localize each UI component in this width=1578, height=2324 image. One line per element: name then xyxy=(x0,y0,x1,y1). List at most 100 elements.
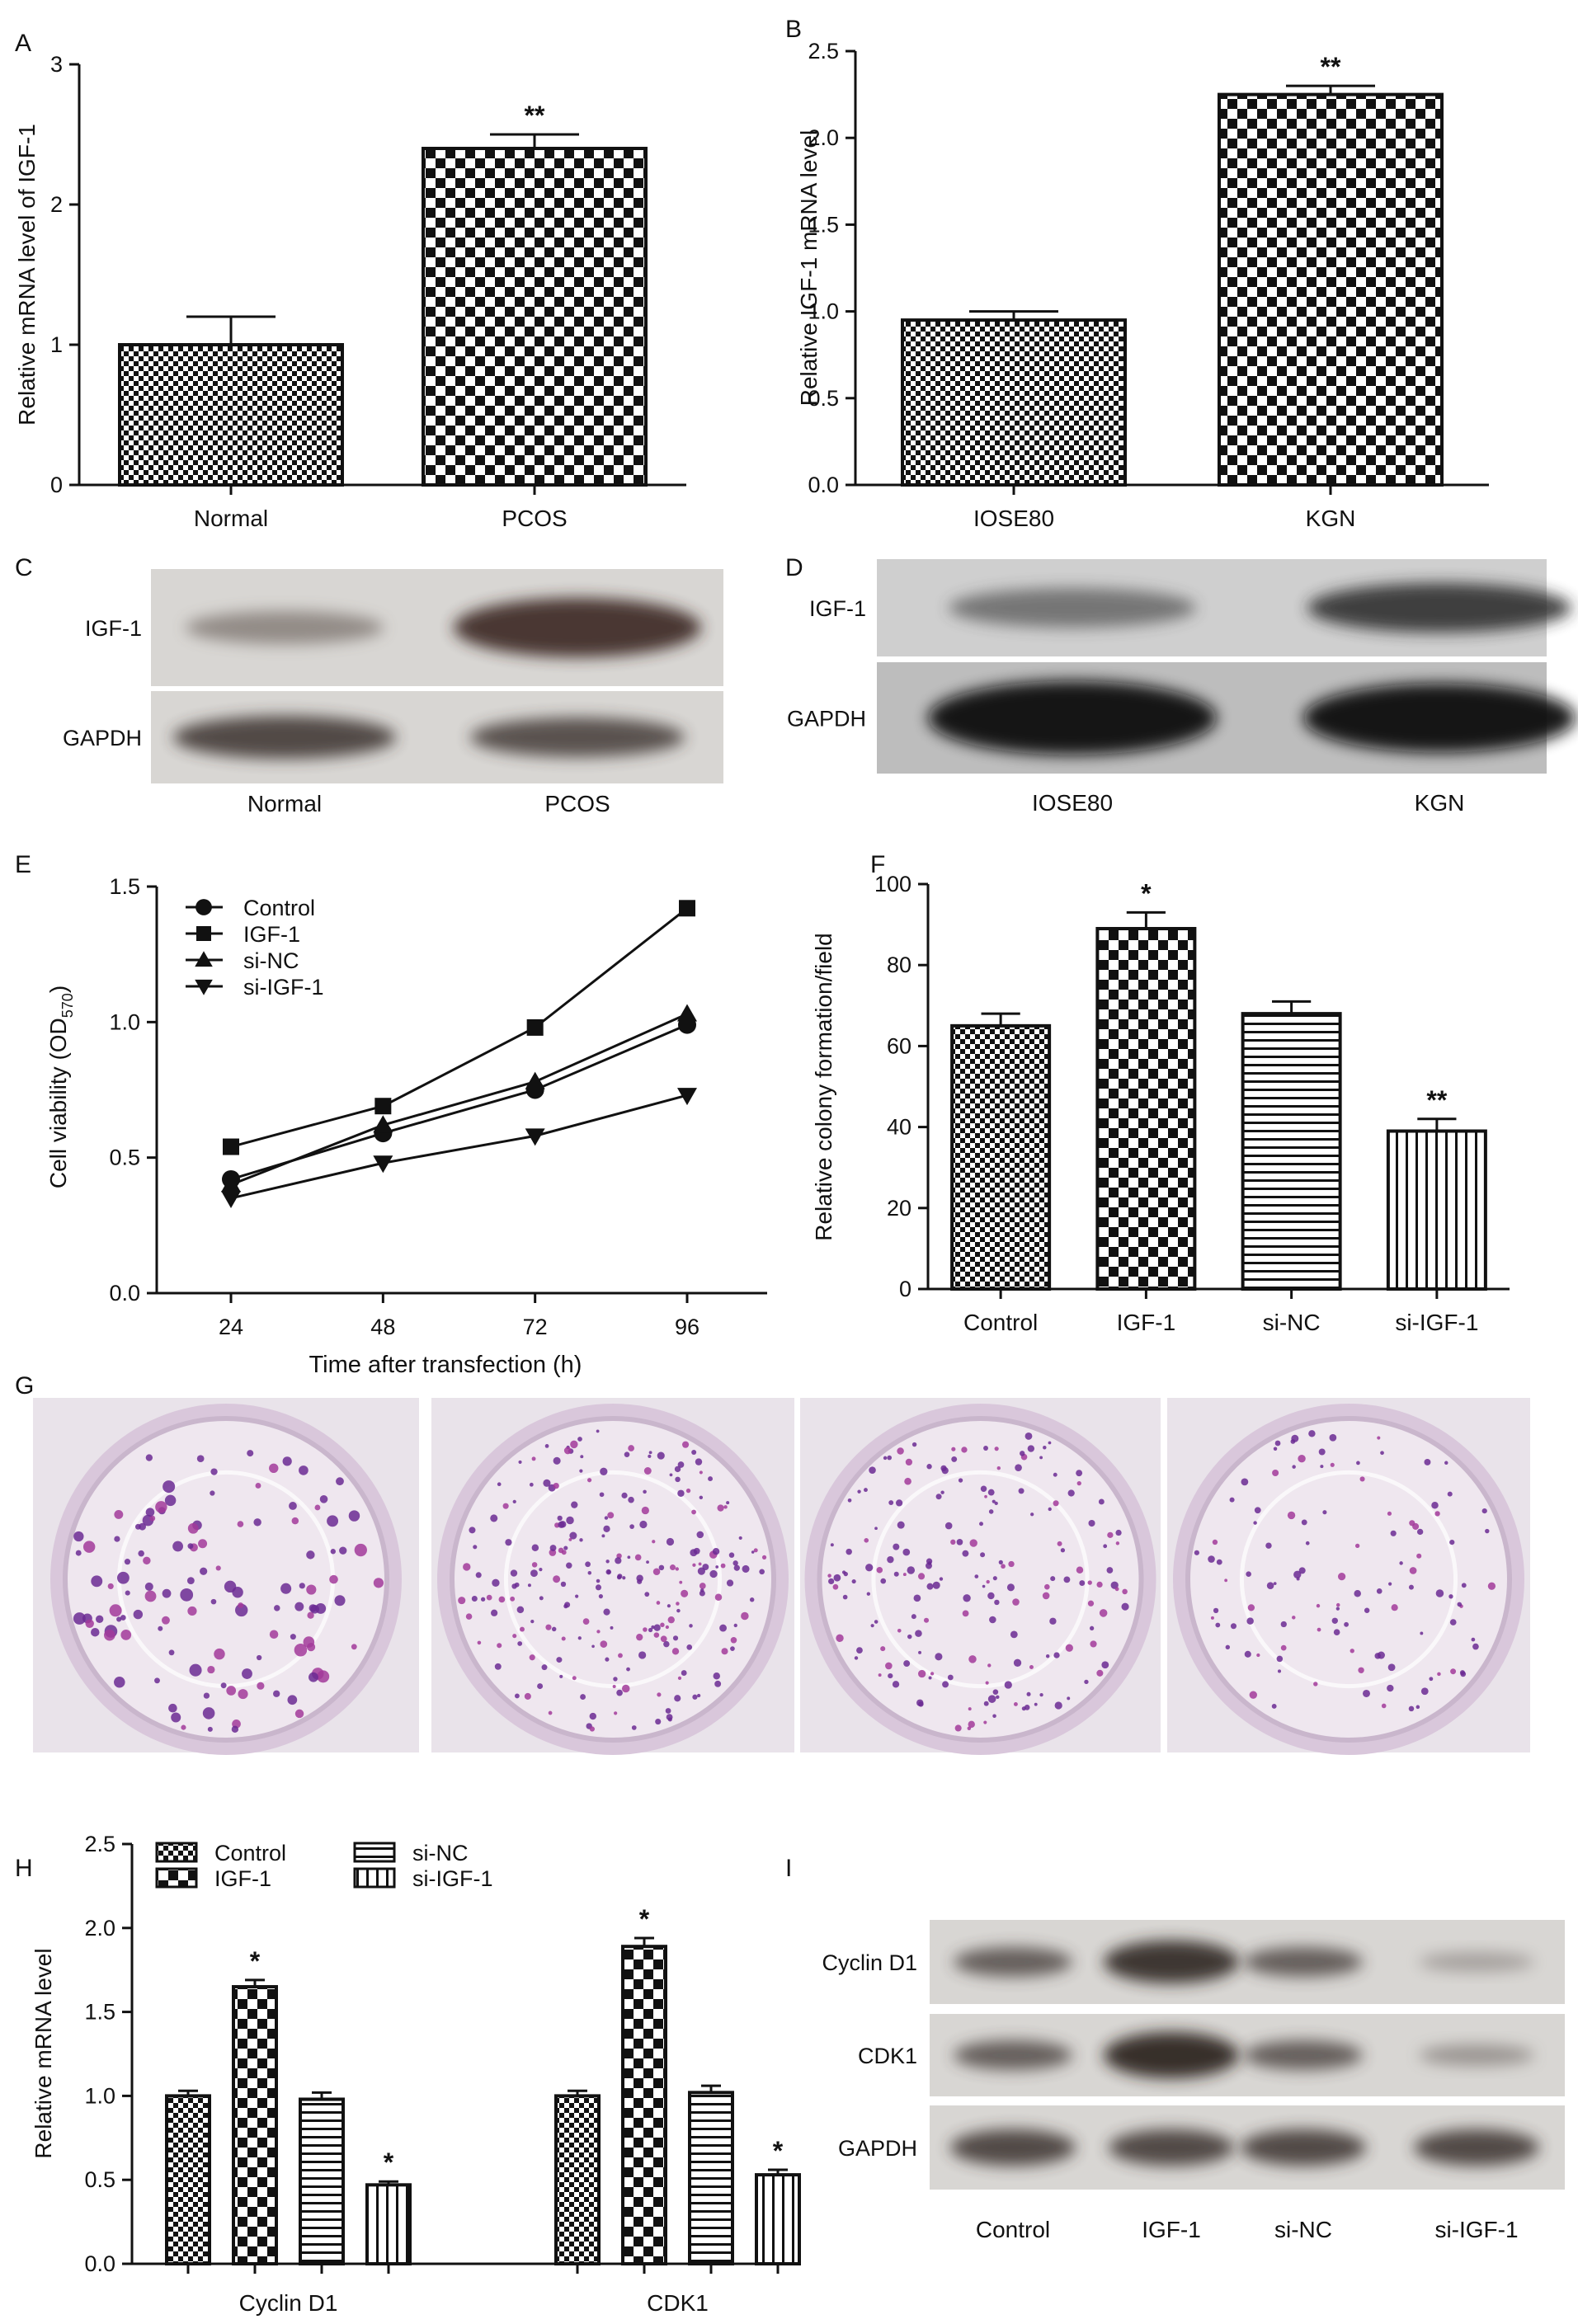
colony-dot xyxy=(171,1712,181,1723)
colony-dot xyxy=(897,1628,902,1633)
panel-letter-b: B xyxy=(785,16,802,43)
colony-dot xyxy=(697,1567,705,1575)
bar xyxy=(1095,927,1197,1291)
colony-dot xyxy=(329,1574,338,1584)
y-axis-label-main: Cell viability (OD xyxy=(45,1018,71,1188)
colony-dot xyxy=(918,1650,922,1654)
colony-dot xyxy=(203,1692,210,1699)
chart-f: 0 20 40 60 80 100 Control IGF-1 * si-NC si-IGF-1 **… xyxy=(811,872,1510,1335)
colony-dot xyxy=(163,1480,176,1494)
colony-dot xyxy=(1053,1472,1057,1477)
blot-row-label: GAPDH xyxy=(63,726,142,750)
colony-dot xyxy=(524,1692,531,1700)
colony-dot xyxy=(930,1672,935,1676)
colony-dot xyxy=(904,1477,911,1485)
colony-dot xyxy=(1060,1548,1066,1553)
colony-dot xyxy=(979,1522,983,1527)
colony-dot xyxy=(237,1521,244,1527)
colony-dot xyxy=(599,1492,605,1498)
colony-dot xyxy=(1437,1672,1441,1677)
colony-dot xyxy=(1045,1654,1050,1658)
y-tick-label: 1.0 xyxy=(84,2083,115,2108)
colony-dot xyxy=(571,1501,578,1508)
colony-dot xyxy=(531,1562,538,1568)
significance-mark: * xyxy=(384,2148,394,2177)
colony-dot xyxy=(733,1623,737,1628)
colony-dot xyxy=(1362,1689,1370,1697)
colony-dot xyxy=(1208,1555,1215,1563)
colony-dot xyxy=(892,1681,900,1688)
colony-dot xyxy=(1087,1580,1092,1585)
colony-dot xyxy=(954,1724,962,1732)
blot-band xyxy=(1414,2129,1539,2166)
colony-dot xyxy=(257,1682,265,1690)
bar xyxy=(901,318,1127,487)
colony-dot xyxy=(545,1624,552,1630)
colony-dot xyxy=(968,1655,977,1663)
colony-dot xyxy=(1331,1617,1338,1624)
x-tick-label: 96 xyxy=(675,1315,700,1339)
colony-dot xyxy=(968,1707,972,1711)
colony-dot xyxy=(939,1577,944,1581)
colony-dot xyxy=(114,1676,125,1688)
colony-dot xyxy=(1247,1604,1255,1611)
bar xyxy=(950,1023,1052,1291)
colony-dot xyxy=(1481,1508,1487,1514)
colony-dot xyxy=(529,1654,535,1661)
colony-dot xyxy=(1098,1498,1105,1505)
colony-dot xyxy=(605,1569,612,1575)
colony-dot xyxy=(145,1454,153,1461)
colony-dot xyxy=(589,1712,597,1720)
colony-dot xyxy=(699,1495,704,1500)
y-tick-label: 1.5 xyxy=(84,2000,115,2025)
colony-dot xyxy=(913,1594,921,1602)
blot-band xyxy=(1244,2040,1363,2070)
colony-dot xyxy=(1229,1497,1235,1503)
colony-dot xyxy=(1067,1696,1071,1701)
blot-lane-label: IOSE80 xyxy=(1032,790,1113,816)
colony-dot xyxy=(529,1482,534,1487)
colony-dot xyxy=(622,1576,626,1580)
bar xyxy=(232,1985,278,2266)
colony-dot xyxy=(1350,1649,1354,1654)
colony-dot xyxy=(556,1657,563,1663)
colony-dot xyxy=(614,1711,618,1715)
colony-dot xyxy=(827,1574,831,1578)
colony-dot xyxy=(994,1447,999,1451)
colony-dot xyxy=(116,1571,130,1584)
colony-dot xyxy=(658,1564,665,1571)
colony-dot xyxy=(1374,1653,1381,1659)
colony-dot xyxy=(196,1455,205,1463)
colony-dot xyxy=(628,1496,634,1503)
colony-dot xyxy=(1409,1567,1417,1574)
colony-dot xyxy=(477,1640,482,1645)
colony-dot xyxy=(553,1482,559,1489)
colony-dot xyxy=(518,1460,522,1464)
colony-dot xyxy=(675,1476,681,1483)
colony-dot xyxy=(870,1624,874,1628)
colony-dot xyxy=(1472,1643,1479,1650)
colony-dot xyxy=(730,1646,735,1652)
colony-dot xyxy=(1010,1630,1018,1639)
colony-dot xyxy=(741,1611,749,1621)
colony-dot xyxy=(1296,1577,1300,1581)
colony-dot xyxy=(1487,1582,1496,1590)
colony-dot xyxy=(636,1634,643,1641)
colony-dot xyxy=(856,1647,863,1654)
legend-label: si-IGF-1 xyxy=(412,1866,493,1891)
colony-dot xyxy=(986,1579,990,1584)
y-tick-label: 1.5 xyxy=(808,212,839,237)
colony-dot xyxy=(563,1447,572,1455)
colony-dot xyxy=(723,1505,728,1509)
western-blot-i: Cyclin D1 CDK1 GAPDH Control IGF-1 si-NC si-IG… xyxy=(822,1920,1565,2242)
colony-dot xyxy=(1043,1446,1047,1450)
colony-dot xyxy=(911,1442,917,1447)
colony-dot xyxy=(289,1502,297,1510)
blot-lane-label: PCOS xyxy=(544,791,610,816)
colony-dot xyxy=(348,1510,360,1522)
data-point-triangle-up xyxy=(373,1115,393,1133)
bar xyxy=(621,1945,667,2266)
y-tick-label: 0.0 xyxy=(84,2251,115,2276)
colony-dot xyxy=(916,1699,924,1706)
colony-dot xyxy=(958,1478,963,1483)
